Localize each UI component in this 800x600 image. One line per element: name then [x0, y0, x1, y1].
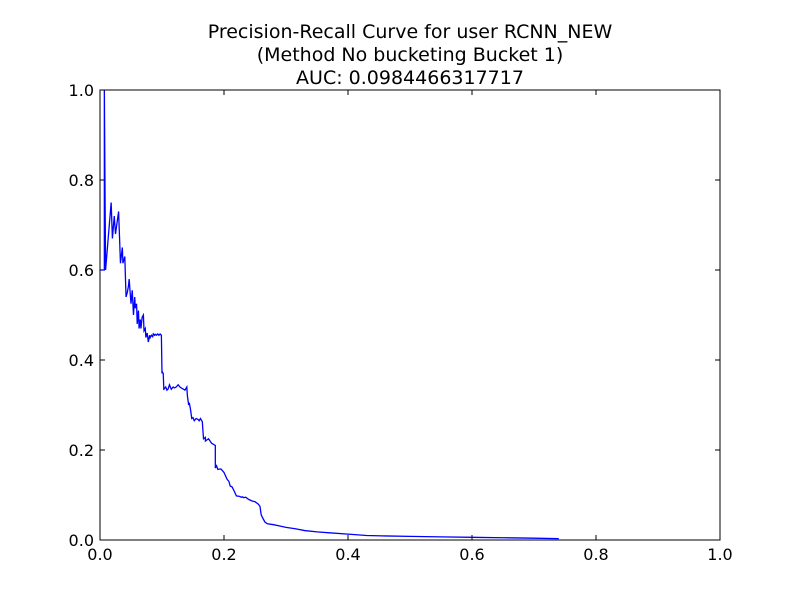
y-tick-label: 1.0	[69, 81, 94, 100]
y-tick-label: 0.6	[69, 261, 94, 280]
x-tick-label: 0.2	[211, 545, 236, 564]
axis-tick-labels: 0.0 0.2 0.4 0.6 0.8 1.0 0.0 0.2 0.4 0.6 0.8 1.0	[69, 81, 733, 564]
chart-title-line-2: (Method No bucketing Bucket 1)	[257, 44, 564, 66]
y-tick-label: 0.2	[69, 441, 94, 460]
y-tick-label: 0.4	[69, 351, 94, 370]
x-tick-label: 0.0	[87, 545, 112, 564]
plot-content	[100, 89, 559, 540]
chart-title-line-1: Precision-Recall Curve for user RCNN_NEW	[208, 21, 613, 43]
axes-frame	[99, 89, 721, 541]
x-tick-label: 0.4	[335, 545, 360, 564]
y-tick-label: 0.0	[69, 531, 94, 550]
y-tick-label: 0.8	[69, 171, 94, 190]
x-tick-label: 0.8	[583, 545, 608, 564]
chart-title-line-3: AUC: 0.0984466317717	[296, 67, 524, 89]
x-tick-label: 0.6	[459, 545, 484, 564]
x-tick-label: 1.0	[707, 545, 732, 564]
pr-curve-line	[100, 89, 559, 540]
